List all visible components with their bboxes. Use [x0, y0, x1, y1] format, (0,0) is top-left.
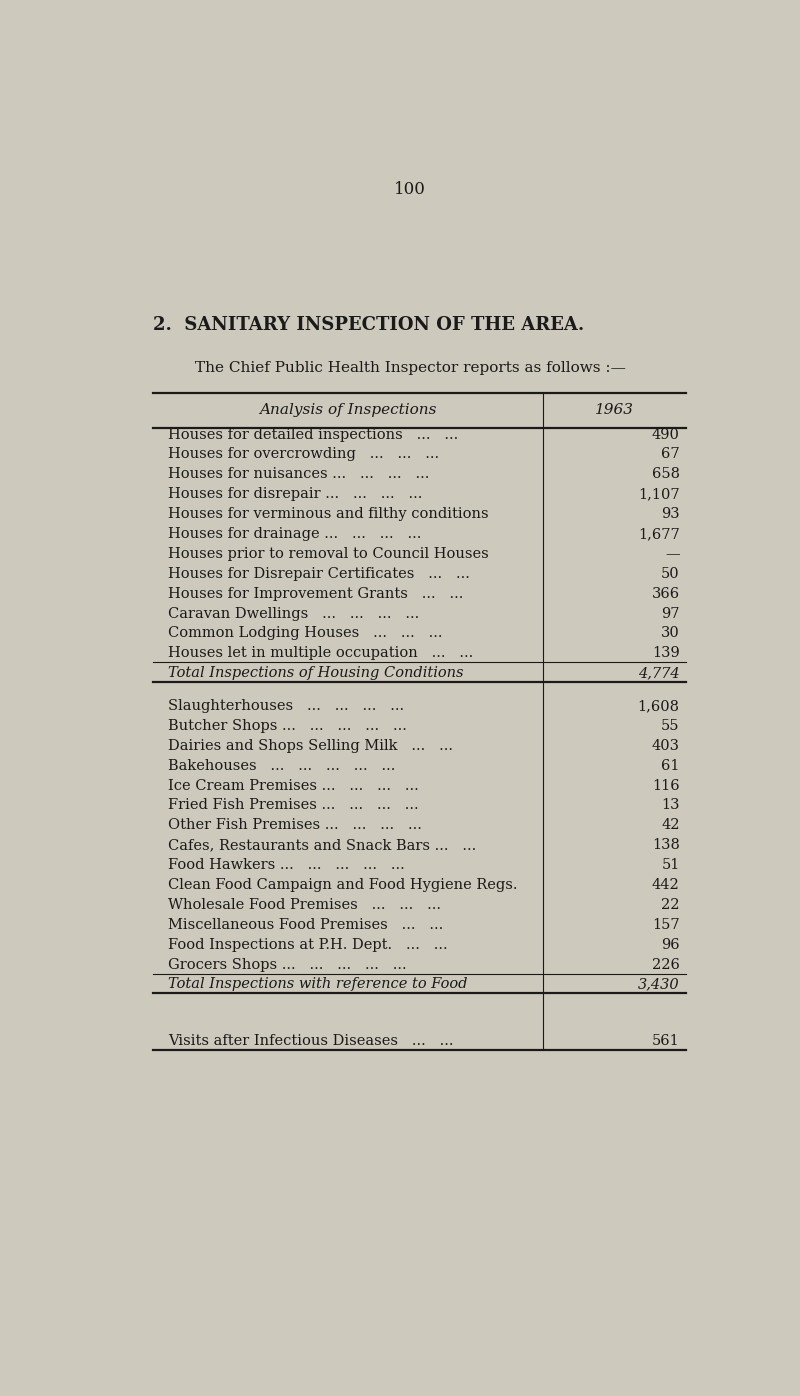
- Text: Fried Fish Premises ...   ...   ...   ...: Fried Fish Premises ... ... ... ...: [168, 799, 419, 812]
- Text: Houses for disrepair ...   ...   ...   ...: Houses for disrepair ... ... ... ...: [168, 487, 422, 501]
- Text: 93: 93: [661, 507, 680, 521]
- Text: —: —: [665, 547, 680, 561]
- Text: Houses for detailed inspections   ...   ...: Houses for detailed inspections ... ...: [168, 427, 458, 441]
- Text: 100: 100: [394, 180, 426, 198]
- Text: 61: 61: [661, 758, 680, 773]
- Text: Cafes, Restaurants and Snack Bars ...   ...: Cafes, Restaurants and Snack Bars ... ..…: [168, 838, 477, 852]
- Text: 1,677: 1,677: [638, 528, 680, 542]
- Text: 55: 55: [661, 719, 680, 733]
- Text: Total Inspections of Housing Conditions: Total Inspections of Housing Conditions: [168, 666, 464, 680]
- Text: 13: 13: [661, 799, 680, 812]
- Text: 490: 490: [652, 427, 680, 441]
- Text: 51: 51: [662, 859, 680, 872]
- Text: 50: 50: [661, 567, 680, 581]
- Text: Houses for drainage ...   ...   ...   ...: Houses for drainage ... ... ... ...: [168, 528, 422, 542]
- Text: Houses prior to removal to Council Houses: Houses prior to removal to Council House…: [168, 547, 489, 561]
- Text: 2.  SANITARY INSPECTION OF THE AREA.: 2. SANITARY INSPECTION OF THE AREA.: [153, 315, 584, 334]
- Text: 561: 561: [652, 1034, 680, 1048]
- Text: 403: 403: [652, 738, 680, 752]
- Text: 97: 97: [661, 607, 680, 621]
- Text: 442: 442: [652, 878, 680, 892]
- Text: Houses for overcrowding   ...   ...   ...: Houses for overcrowding ... ... ...: [168, 448, 439, 462]
- Text: Grocers Shops ...   ...   ...   ...   ...: Grocers Shops ... ... ... ... ...: [168, 958, 407, 972]
- Text: Bakehouses   ...   ...   ...   ...   ...: Bakehouses ... ... ... ... ...: [168, 758, 395, 773]
- Text: 96: 96: [661, 938, 680, 952]
- Text: Visits after Infectious Diseases   ...   ...: Visits after Infectious Diseases ... ...: [168, 1034, 454, 1048]
- Text: 67: 67: [661, 448, 680, 462]
- Text: Houses for nuisances ...   ...   ...   ...: Houses for nuisances ... ... ... ...: [168, 468, 430, 482]
- Text: Houses for verminous and filthy conditions: Houses for verminous and filthy conditio…: [168, 507, 489, 521]
- Text: 139: 139: [652, 646, 680, 660]
- Text: 4,774: 4,774: [638, 666, 680, 680]
- Text: 138: 138: [652, 838, 680, 852]
- Text: 366: 366: [651, 586, 680, 600]
- Text: 1963: 1963: [595, 403, 634, 417]
- Text: Wholesale Food Premises   ...   ...   ...: Wholesale Food Premises ... ... ...: [168, 898, 442, 912]
- Text: Analysis of Inspections: Analysis of Inspections: [259, 403, 437, 417]
- Text: 658: 658: [652, 468, 680, 482]
- Text: Clean Food Campaign and Food Hygiene Regs.: Clean Food Campaign and Food Hygiene Reg…: [168, 878, 518, 892]
- Text: Total Inspections with reference to Food: Total Inspections with reference to Food: [168, 977, 468, 991]
- Text: Common Lodging Houses   ...   ...   ...: Common Lodging Houses ... ... ...: [168, 627, 442, 641]
- Text: Butcher Shops ...   ...   ...   ...   ...: Butcher Shops ... ... ... ... ...: [168, 719, 407, 733]
- Text: 226: 226: [652, 958, 680, 972]
- Text: 1,107: 1,107: [638, 487, 680, 501]
- Text: Houses for Disrepair Certificates   ...   ...: Houses for Disrepair Certificates ... ..…: [168, 567, 470, 581]
- Text: Food Inspections at P.H. Dept.   ...   ...: Food Inspections at P.H. Dept. ... ...: [168, 938, 448, 952]
- Text: Food Hawkers ...   ...   ...   ...   ...: Food Hawkers ... ... ... ... ...: [168, 859, 405, 872]
- Text: Other Fish Premises ...   ...   ...   ...: Other Fish Premises ... ... ... ...: [168, 818, 422, 832]
- Text: 22: 22: [661, 898, 680, 912]
- Text: Ice Cream Premises ...   ...   ...   ...: Ice Cream Premises ... ... ... ...: [168, 779, 419, 793]
- Text: Houses for Improvement Grants   ...   ...: Houses for Improvement Grants ... ...: [168, 586, 463, 600]
- Text: Miscellaneous Food Premises   ...   ...: Miscellaneous Food Premises ... ...: [168, 917, 443, 931]
- Text: 42: 42: [661, 818, 680, 832]
- Text: 1,608: 1,608: [638, 699, 680, 713]
- Text: Caravan Dwellings   ...   ...   ...   ...: Caravan Dwellings ... ... ... ...: [168, 607, 419, 621]
- Text: 30: 30: [661, 627, 680, 641]
- Text: Slaughterhouses   ...   ...   ...   ...: Slaughterhouses ... ... ... ...: [168, 699, 404, 713]
- Text: 3,430: 3,430: [638, 977, 680, 991]
- Text: Dairies and Shops Selling Milk   ...   ...: Dairies and Shops Selling Milk ... ...: [168, 738, 453, 752]
- Text: 116: 116: [652, 779, 680, 793]
- Text: 157: 157: [652, 917, 680, 931]
- Text: The Chief Public Health Inspector reports as follows :—: The Chief Public Health Inspector report…: [194, 362, 626, 376]
- Text: Houses let in multiple occupation   ...   ...: Houses let in multiple occupation ... ..…: [168, 646, 474, 660]
